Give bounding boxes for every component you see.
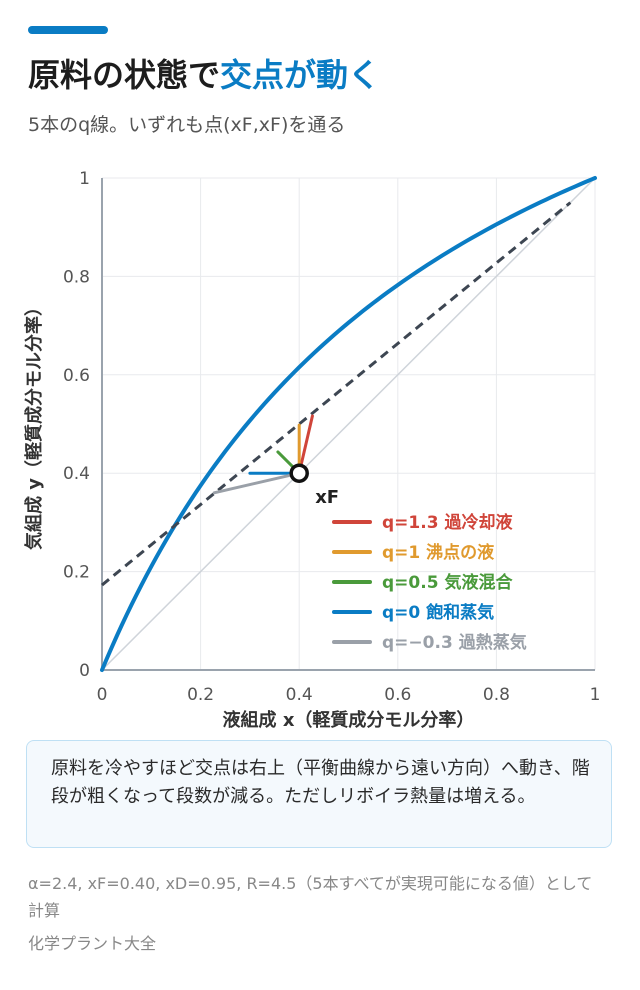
x-tick-label: 0 (97, 685, 108, 705)
x-tick-label: 0.2 (187, 685, 214, 705)
x-tick-label: 0.8 (483, 685, 510, 705)
y-tick-label: 0.2 (63, 563, 90, 583)
legend-label-2: q=0.5 気液混合 (382, 572, 513, 593)
x-tick-label: 1 (590, 685, 601, 705)
mccabe-thiele-chart: 0 0.2 0.4 0.6 0.8 1 0 0.2 0.4 0.6 0.8 1 液組成 x（軽質成分モル… (23, 169, 601, 731)
y-tick-label: 0.4 (63, 464, 90, 484)
feed-point-label: xF (315, 487, 339, 508)
note-box: 原料を冷やすほど交点は右上（平衡曲線から遠い方向）へ動き、階段が粗くなって段数が… (26, 740, 612, 848)
equilibrium-curve (100, 176, 597, 672)
footnote: α=2.4, xF=0.40, xD=0.95, R=4.5（5本すべてが実現可… (28, 874, 593, 920)
source-credit: 化学プラント大全 (28, 934, 157, 953)
legend-label-4: q=−0.3 過熱蒸気 (382, 632, 527, 653)
title-highlight: 交点が動く (220, 56, 381, 94)
page-subtitle: 5本のq線。いずれも点(xF,xF)を通る (28, 114, 346, 136)
page-title: 原料の状態で交点が動く (28, 50, 380, 96)
y-tick-label: 0.6 (63, 366, 90, 386)
x-tick-label: 0.4 (286, 685, 313, 705)
q-line-0 (297, 414, 314, 475)
accent-bar (28, 26, 108, 34)
y-tick-label: 1 (79, 169, 90, 189)
legend-label-0: q=1.3 過冷却液 (382, 512, 512, 533)
legend-label-1: q=1 沸点の液 (382, 542, 494, 563)
q-line-4 (212, 471, 301, 495)
diagonal-line (101, 177, 596, 671)
y-tick-label: 0.8 (63, 267, 90, 287)
x-axis-label: 液組成 x（軽質成分モル分率） (223, 709, 475, 731)
title-main: 原料の状態で (28, 56, 221, 94)
x-tick-label: 0.6 (384, 685, 411, 705)
feed-point-marker (289, 463, 309, 483)
legend-label-3: q=0 飽和蒸気 (382, 602, 494, 623)
operating-line (101, 201, 572, 587)
y-tick-label: 0 (79, 661, 90, 681)
y-axis-label: 気組成 y（軽質成分モル分率） (23, 298, 45, 550)
